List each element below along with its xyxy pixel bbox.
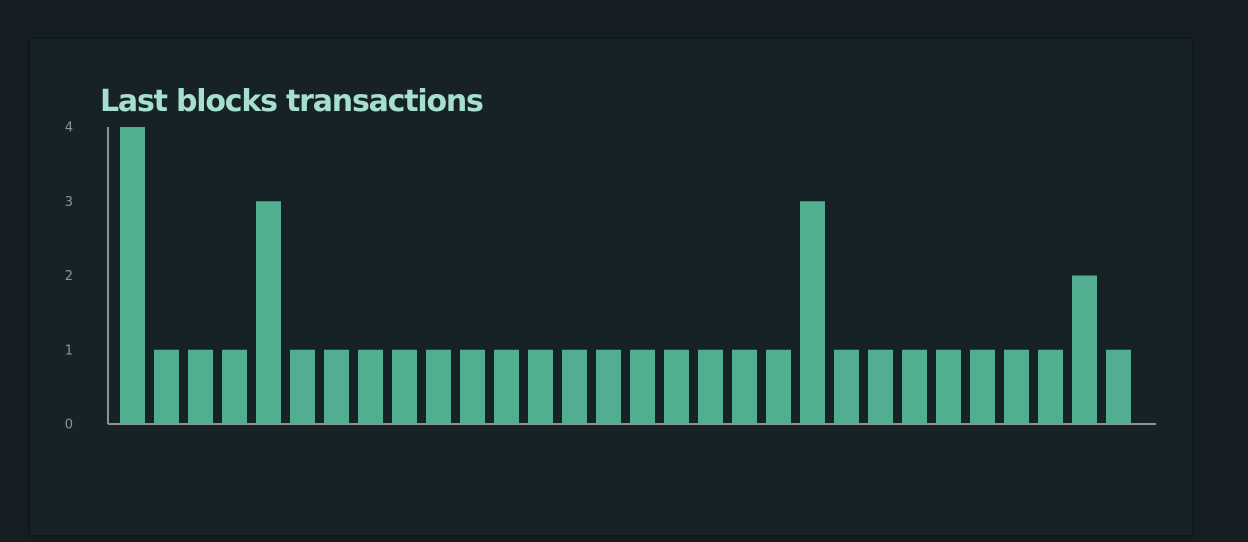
bar[interactable] <box>392 349 417 424</box>
bar[interactable] <box>154 349 179 424</box>
bar[interactable] <box>290 349 315 424</box>
bar[interactable] <box>902 349 927 424</box>
bar[interactable] <box>460 349 485 424</box>
bar[interactable] <box>1106 349 1131 424</box>
bar[interactable] <box>1072 275 1097 425</box>
bar[interactable] <box>630 349 655 424</box>
bar[interactable] <box>1004 349 1029 424</box>
bars <box>120 127 1131 424</box>
y-tick-label: 1 <box>65 343 73 358</box>
bar[interactable] <box>596 349 621 424</box>
bar[interactable] <box>120 127 145 424</box>
bar[interactable] <box>562 349 587 424</box>
bar[interactable] <box>1038 349 1063 424</box>
y-tick-label: 4 <box>65 121 73 136</box>
bar[interactable] <box>936 349 961 424</box>
bar[interactable] <box>528 349 553 424</box>
bar[interactable] <box>800 201 825 424</box>
bar[interactable] <box>358 349 383 424</box>
chart-card <box>30 39 1192 535</box>
bar[interactable] <box>732 349 757 424</box>
chart-title: Last blocks transactions <box>100 84 484 119</box>
bar[interactable] <box>256 201 281 424</box>
bar[interactable] <box>698 349 723 424</box>
bar[interactable] <box>834 349 859 424</box>
bar[interactable] <box>324 349 349 424</box>
bar[interactable] <box>188 349 213 424</box>
y-tick-label: 3 <box>65 195 73 210</box>
bar[interactable] <box>868 349 893 424</box>
bar[interactable] <box>664 349 689 424</box>
bar[interactable] <box>494 349 519 424</box>
y-tick-label: 0 <box>65 418 73 433</box>
bar[interactable] <box>426 349 451 424</box>
bar[interactable] <box>766 349 791 424</box>
bar[interactable] <box>970 349 995 424</box>
bar[interactable] <box>222 349 247 424</box>
y-axis-ticks: 0 1 2 3 4 <box>65 121 73 433</box>
y-tick-label: 2 <box>65 269 73 284</box>
